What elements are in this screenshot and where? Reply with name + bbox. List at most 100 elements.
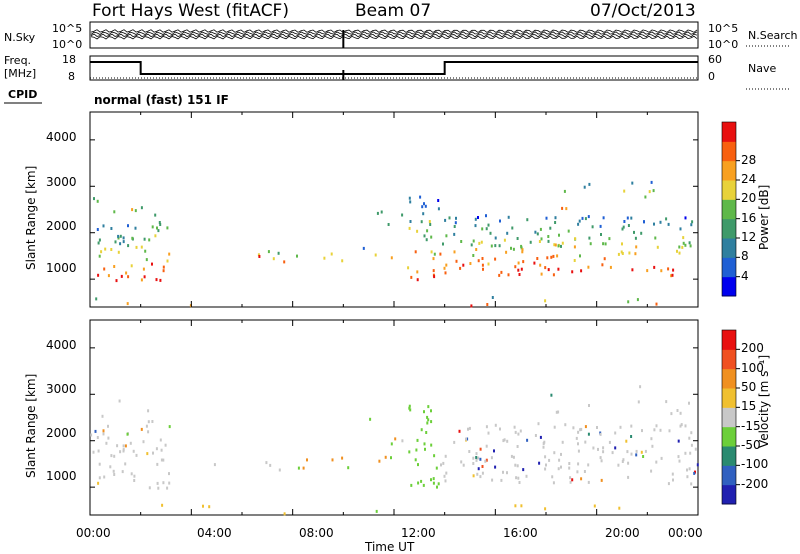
power-echo-cell	[621, 242, 623, 246]
velocity-echo-cell	[512, 455, 515, 459]
velocity-echo-cell	[159, 438, 162, 442]
velocity-echo-cell	[576, 470, 579, 474]
velocity-echo-cell	[650, 437, 653, 441]
velocity-echo-cell	[265, 461, 268, 465]
velocity-echo-cell	[147, 409, 150, 413]
cpid-label: CPID	[8, 88, 38, 101]
power-echo-cell	[547, 239, 550, 243]
velocity-echo-cell	[162, 458, 165, 462]
power-echo-cell	[547, 235, 550, 238]
power-echo-cell	[522, 260, 525, 264]
velocity-echo-cell	[122, 444, 125, 448]
velocity-echo-cell	[468, 450, 471, 453]
velocity-echo-cell	[102, 429, 105, 433]
power-ytick-4000: 4000	[46, 130, 77, 144]
velocity-echo-cell	[516, 464, 519, 468]
velocity-echo-cell	[155, 447, 158, 451]
velocity-echo-cell	[414, 458, 417, 462]
power-echo-cell	[459, 266, 462, 270]
power-ylabel: Slant Range [km]	[24, 165, 38, 270]
power-echo-cell	[408, 196, 411, 200]
power-echo-cell	[154, 213, 157, 217]
velocity-echo-cell	[602, 446, 605, 450]
power-echo-cell	[362, 246, 365, 250]
velocity-echo-cell	[564, 423, 567, 427]
velocity-echo-cell	[420, 479, 423, 483]
power-echo-cell	[423, 202, 425, 206]
nsearch-label: N.Search	[748, 29, 798, 42]
velocity-echo-cell	[394, 437, 397, 441]
velocity-echo-cell	[98, 462, 101, 466]
power-echo-cell	[691, 220, 694, 224]
nsky-label: N.Sky	[4, 31, 36, 44]
power-echo-cell	[608, 237, 611, 241]
power-echo-cell	[481, 263, 484, 267]
velocity-echo-cell	[453, 440, 456, 444]
velocity-echo-cell	[341, 456, 344, 460]
velocity-colorbar-segment	[722, 465, 736, 486]
velocity-echo-cell	[689, 451, 692, 455]
velocity-echo-cell	[659, 428, 662, 432]
power-echo-cell	[140, 278, 143, 282]
velocity-echo-cell	[552, 481, 555, 485]
power-echo-cell	[539, 263, 542, 267]
velocity-echo-cell	[690, 482, 693, 486]
power-echo-cell	[536, 232, 539, 236]
velocity-echo-cell	[614, 446, 617, 450]
power-echo-cell	[565, 207, 568, 211]
velocity-colorbar-tick-label: -200	[741, 476, 769, 491]
power-ytick-1000: 1000	[46, 261, 77, 275]
velocity-echo-cell	[103, 475, 106, 479]
velocity-echo-cell	[168, 425, 171, 429]
power-echo-cell	[653, 265, 656, 269]
velocity-echo-cell	[479, 475, 482, 479]
freq-tick-bottom: 8	[68, 70, 75, 83]
power-echo-cell	[119, 234, 122, 238]
velocity-echo-cell	[491, 478, 494, 482]
power-echo-cell	[633, 230, 635, 234]
velocity-colorbar-segment	[722, 426, 736, 447]
power-echo-cell	[499, 219, 501, 223]
velocity-echo-cell	[551, 475, 554, 479]
power-echo-cell	[556, 254, 559, 258]
velocity-echo-cell	[442, 461, 445, 465]
velocity-echo-cell	[637, 400, 640, 404]
velocity-echo-cell	[119, 450, 122, 454]
velocity-echo-cell	[560, 465, 562, 469]
power-echo-cell	[489, 231, 492, 235]
velocity-echo-cell	[432, 477, 435, 481]
velocity-echo-cell	[665, 400, 668, 404]
power-echo-cell	[469, 262, 472, 265]
velocity-echo-cell	[630, 452, 633, 456]
velocity-echo-cell	[679, 411, 682, 415]
power-echo-cell	[460, 240, 463, 243]
velocity-echo-cell	[484, 459, 487, 463]
velocity-echo-cell	[539, 435, 542, 439]
velocity-echo-cell	[202, 504, 204, 508]
velocity-echo-cell	[538, 461, 541, 465]
power-echo-cell	[267, 250, 270, 254]
power-echo-cell	[140, 206, 143, 210]
velocity-echo-cell	[468, 426, 471, 430]
velocity-echo-cell	[485, 444, 488, 448]
velocity-echo-cell	[423, 410, 425, 414]
power-echo-cell	[520, 267, 523, 271]
power-echo-cell	[578, 219, 581, 223]
velocity-echo-cell	[97, 449, 100, 453]
velocity-echo-cell	[558, 458, 561, 462]
power-echo-cell	[127, 224, 129, 228]
mhz-label: [MHz]	[4, 67, 37, 80]
velocity-echo-cell	[677, 439, 680, 443]
velocity-echo-cell	[494, 423, 497, 427]
velocity-echo-cell	[147, 430, 150, 434]
power-echo-cell	[433, 275, 436, 279]
power-echo-cell	[510, 246, 512, 250]
power-echo-cell	[494, 236, 497, 240]
velocity-echo-cell	[416, 438, 419, 442]
power-echo-cell	[684, 243, 687, 247]
power-echo-cell	[155, 278, 158, 282]
velocity-echo-cell	[569, 476, 572, 480]
power-echo-cell	[631, 268, 634, 272]
beam-title: Beam 07	[355, 1, 432, 21]
velocity-echo-cell	[587, 432, 590, 436]
